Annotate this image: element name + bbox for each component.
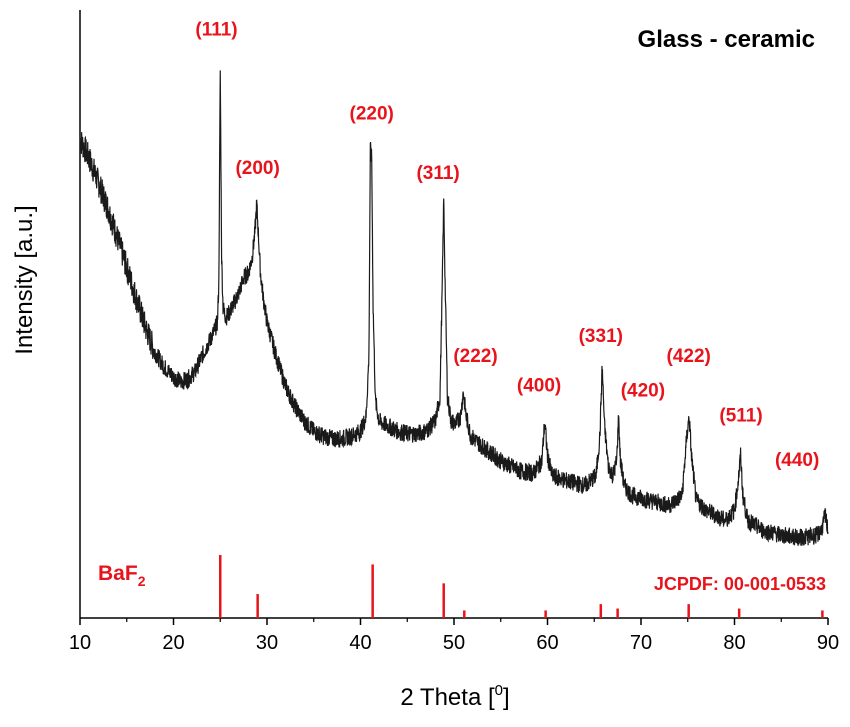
- peak-label: (420): [621, 381, 665, 402]
- x-tick-label: 80: [723, 632, 745, 654]
- peak-label: (440): [775, 450, 819, 471]
- x-tick-label: 70: [630, 632, 652, 654]
- peak-label: (111): [195, 19, 237, 40]
- x-tick-label: 60: [536, 632, 558, 654]
- x-tick-label: 10: [69, 632, 91, 654]
- x-tick-label: 40: [349, 632, 371, 654]
- peak-label: (422): [667, 346, 711, 367]
- plot-frame: [79, 10, 828, 619]
- x-tick-label: 20: [162, 632, 184, 654]
- peak-label: (222): [453, 346, 497, 367]
- peak-label: (220): [350, 103, 394, 124]
- peak-label: (511): [719, 405, 762, 426]
- peak-label: (331): [579, 326, 623, 347]
- x-tick-label: 90: [817, 632, 839, 654]
- x-tick-label: 30: [256, 632, 278, 654]
- reference-lines: [219, 555, 824, 618]
- x-axis-label: 2 Theta: [400, 684, 482, 711]
- x-axis-ticks: 10 20 30 40 50 60 70 80 90: [69, 618, 839, 654]
- x-tick-label: 50: [443, 632, 465, 654]
- reference-phase-subscript: 2: [138, 573, 146, 589]
- peak-label: (200): [235, 158, 279, 179]
- chart-title: Glass - ceramic: [638, 26, 815, 53]
- xrd-curve: [79, 70, 829, 546]
- x-axis-unit: 0: [495, 682, 503, 699]
- reference-phase-name: BaF: [98, 562, 138, 585]
- reference-phase-label: BaF2: [98, 562, 146, 589]
- peak-label: (400): [517, 376, 561, 397]
- peak-label: (311): [416, 163, 459, 184]
- x-axis-title: 2 Theta [0]: [400, 682, 509, 711]
- peak-labels: (111) (200) (220) (311) (222) (400) (331) (420)…: [195, 19, 819, 471]
- reference-card-label: JCPDF: 00-001-0533: [654, 574, 826, 594]
- y-axis-title: Intensity [a.u.]: [11, 205, 38, 354]
